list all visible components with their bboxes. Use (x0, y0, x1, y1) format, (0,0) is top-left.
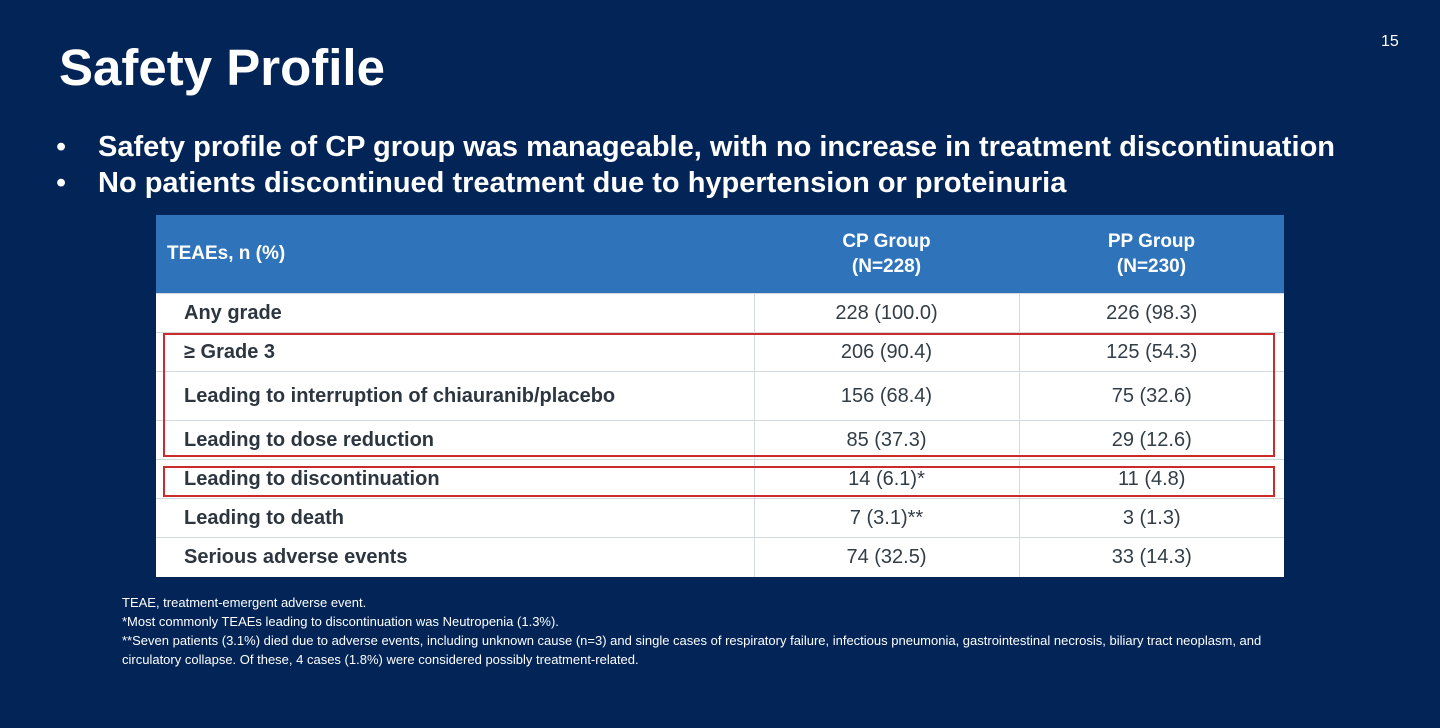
table-row: Leading to interruption of chiauranib/pl… (156, 371, 1284, 421)
cp-value: 14 (6.1)* (754, 459, 1020, 499)
cp-value: 156 (68.4) (754, 371, 1020, 421)
header-cp-n: (N=228) (851, 256, 922, 277)
pp-value: 125 (54.3) (1019, 332, 1284, 372)
bullet-item: • No patients discontinued treatment due… (56, 165, 1335, 201)
bullet-glyph: • (56, 131, 67, 163)
header-pp-n: (N=230) (1116, 256, 1187, 277)
table-row: Leading to death 7 (3.1)** 3 (1.3) (156, 498, 1284, 538)
bullet-glyph: • (56, 167, 67, 199)
footnotes: TEAE, treatment-emergent adverse event. … (122, 593, 1322, 669)
cp-value: 7 (3.1)** (754, 498, 1020, 538)
teae-table-container: TEAEs, n (%) CP Group (N=228) PP Group (… (156, 215, 1284, 577)
header-teaes: TEAEs, n (%) (156, 215, 754, 294)
table-row: Any grade 228 (100.0) 226 (98.3) (156, 293, 1284, 333)
pp-value: 33 (14.3) (1019, 537, 1284, 577)
cp-value: 206 (90.4) (754, 332, 1020, 372)
slide-title: Safety Profile (59, 39, 385, 96)
page-number: 15 (1381, 33, 1399, 50)
row-label: Any grade (156, 293, 755, 333)
table-row: Serious adverse events 74 (32.5) 33 (14.… (156, 537, 1284, 577)
bullet-list: • Safety profile of CP group was managea… (56, 129, 1335, 201)
pp-value: 75 (32.6) (1019, 371, 1284, 421)
table-row: ≥ Grade 3 206 (90.4) 125 (54.3) (156, 332, 1284, 372)
bullet-text: No patients discontinued treatment due t… (98, 167, 1067, 199)
bullet-item: • Safety profile of CP group was managea… (56, 129, 1335, 165)
pp-value: 226 (98.3) (1019, 293, 1284, 333)
table-header-row: TEAEs, n (%) CP Group (N=228) PP Group (… (156, 215, 1284, 294)
row-label: Leading to interruption of chiauranib/pl… (156, 371, 755, 421)
row-label: Leading to dose reduction (156, 420, 755, 460)
cp-value: 228 (100.0) (754, 293, 1020, 333)
row-label: Serious adverse events (156, 537, 755, 577)
pp-value: 29 (12.6) (1019, 420, 1284, 460)
table-row: Leading to discontinuation 14 (6.1)* 11 … (156, 459, 1284, 499)
teae-table: TEAEs, n (%) CP Group (N=228) PP Group (… (156, 215, 1284, 577)
table-row: Leading to dose reduction 85 (37.3) 29 (… (156, 420, 1284, 460)
footnote: *Most commonly TEAEs leading to disconti… (122, 614, 559, 629)
bullet-text: Safety profile of CP group was manageabl… (98, 131, 1336, 163)
row-label: ≥ Grade 3 (156, 332, 755, 372)
header-pp-group: PP Group (N=230) (1019, 215, 1284, 294)
footnote: TEAE, treatment-emergent adverse event. (122, 595, 367, 610)
header-cp-group: CP Group (N=228) (754, 215, 1019, 294)
row-label: Leading to death (156, 498, 755, 538)
header-pp-name: PP Group (1107, 231, 1196, 252)
footnote: **Seven patients (3.1%) died due to adve… (122, 633, 1262, 667)
row-label: Leading to discontinuation (156, 459, 755, 499)
header-cp-name: CP Group (842, 231, 931, 252)
pp-value: 3 (1.3) (1019, 498, 1284, 538)
cp-value: 85 (37.3) (754, 420, 1020, 460)
pp-value: 11 (4.8) (1019, 459, 1284, 499)
cp-value: 74 (32.5) (754, 537, 1020, 577)
